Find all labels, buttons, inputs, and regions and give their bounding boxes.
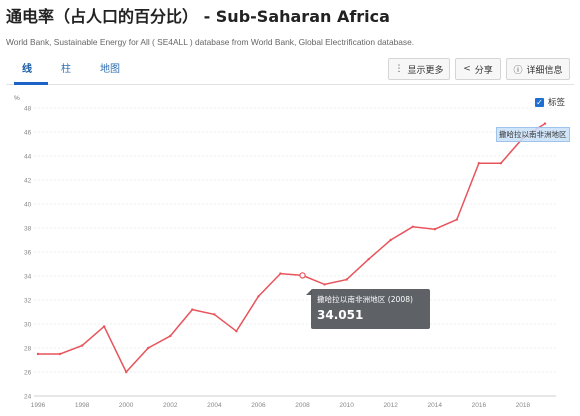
page-subtitle: World Bank, Sustainable Energy for All (…: [6, 37, 415, 47]
data-point: [455, 218, 459, 221]
x-tick-label: 2008: [295, 402, 310, 409]
y-tick-label: 46: [24, 130, 32, 137]
data-tooltip: 撒哈拉以南非洲地区 (2008) 34.051: [306, 289, 430, 329]
data-point: [389, 238, 392, 242]
tab-bar: 线 柱 地图: [6, 52, 574, 85]
x-tick-label: 1996: [31, 402, 46, 409]
data-point: [147, 346, 150, 350]
y-axis-unit: %: [14, 95, 20, 102]
y-tick-label: 44: [24, 154, 32, 161]
data-point: [411, 225, 414, 228]
show-more-button[interactable]: ⋮ 显示更多: [388, 58, 450, 80]
data-point: [477, 162, 481, 165]
data-point: [36, 352, 40, 356]
x-tick-label: 2010: [339, 402, 354, 409]
data-point: [80, 344, 84, 347]
y-tick-label: 30: [24, 322, 32, 329]
tab-line[interactable]: 线: [22, 64, 32, 75]
y-tick-label: 38: [24, 226, 32, 233]
data-point: [433, 228, 436, 231]
data-point: [367, 258, 370, 261]
x-tick-label: 2006: [251, 402, 266, 409]
details-label: 详细信息: [526, 65, 563, 76]
y-tick-label: 34: [24, 274, 32, 281]
tooltip-value: 34.051: [317, 308, 364, 322]
line-chart: % 24 26 28 30 32 34 36 38 40 42 44 46 48 1996 1998 2000 2…: [14, 95, 556, 409]
data-point: [279, 272, 282, 275]
y-tick-label: 32: [24, 298, 32, 305]
data-point: [58, 352, 62, 356]
info-icon: ⓘ: [513, 65, 523, 76]
active-tab-indicator: [14, 82, 48, 85]
legend-toggle[interactable]: ✓ 标签: [535, 96, 565, 108]
show-more-label: 显示更多: [407, 65, 444, 76]
data-point: [299, 272, 306, 279]
y-tick-label: 28: [24, 346, 32, 353]
y-tick-label: 42: [24, 178, 32, 185]
share-label: 分享: [474, 65, 493, 76]
data-point: [213, 313, 216, 316]
tab-bar-chart[interactable]: 柱: [61, 64, 71, 75]
y-tick-label: 36: [24, 250, 32, 257]
data-point: [191, 308, 194, 311]
data-point: [257, 295, 260, 298]
data-point: [102, 325, 106, 328]
checkbox-icon[interactable]: ✓: [535, 97, 544, 107]
page-title: 通电率（占人口的百分比） - Sub-Saharan Africa: [6, 7, 390, 26]
x-tick-label: 2014: [428, 402, 443, 409]
x-tick-label: 2018: [516, 402, 531, 409]
y-tick-label: 48: [24, 106, 32, 113]
more-vertical-icon: ⋮: [394, 64, 404, 74]
details-button[interactable]: ⓘ 详细信息: [506, 58, 570, 80]
x-tick-label: 2004: [207, 402, 222, 409]
y-tick-label: 26: [24, 370, 32, 377]
data-point: [169, 334, 172, 338]
x-tick-label: 2012: [383, 402, 398, 409]
tooltip-series: 撒哈拉以南非洲地区 (2008): [317, 295, 414, 304]
data-point: [235, 330, 238, 333]
share-button[interactable]: < 分享: [455, 58, 501, 80]
data-point: [345, 278, 348, 281]
data-point: [323, 283, 326, 286]
legend-label: 标签: [548, 98, 566, 108]
data-point: [543, 122, 547, 125]
x-tick-label: 1998: [75, 402, 90, 409]
series-line: [38, 122, 546, 374]
share-icon: <: [463, 64, 471, 74]
x-tick-label: 2002: [163, 402, 178, 409]
y-tick-label: 24: [24, 394, 32, 401]
chart-area: % 24 26 28 30 32 34 36 38 40 42 44 46 48 1996 1998 2000 2…: [0, 86, 580, 416]
x-tick-label: 2000: [119, 402, 134, 409]
data-point: [499, 162, 503, 165]
y-tick-label: 40: [24, 202, 32, 209]
data-point: [124, 370, 128, 374]
series-end-label: 撒哈拉以南非洲地区: [496, 127, 570, 142]
x-tick-label: 2016: [472, 402, 487, 409]
tab-map[interactable]: 地图: [100, 64, 120, 75]
